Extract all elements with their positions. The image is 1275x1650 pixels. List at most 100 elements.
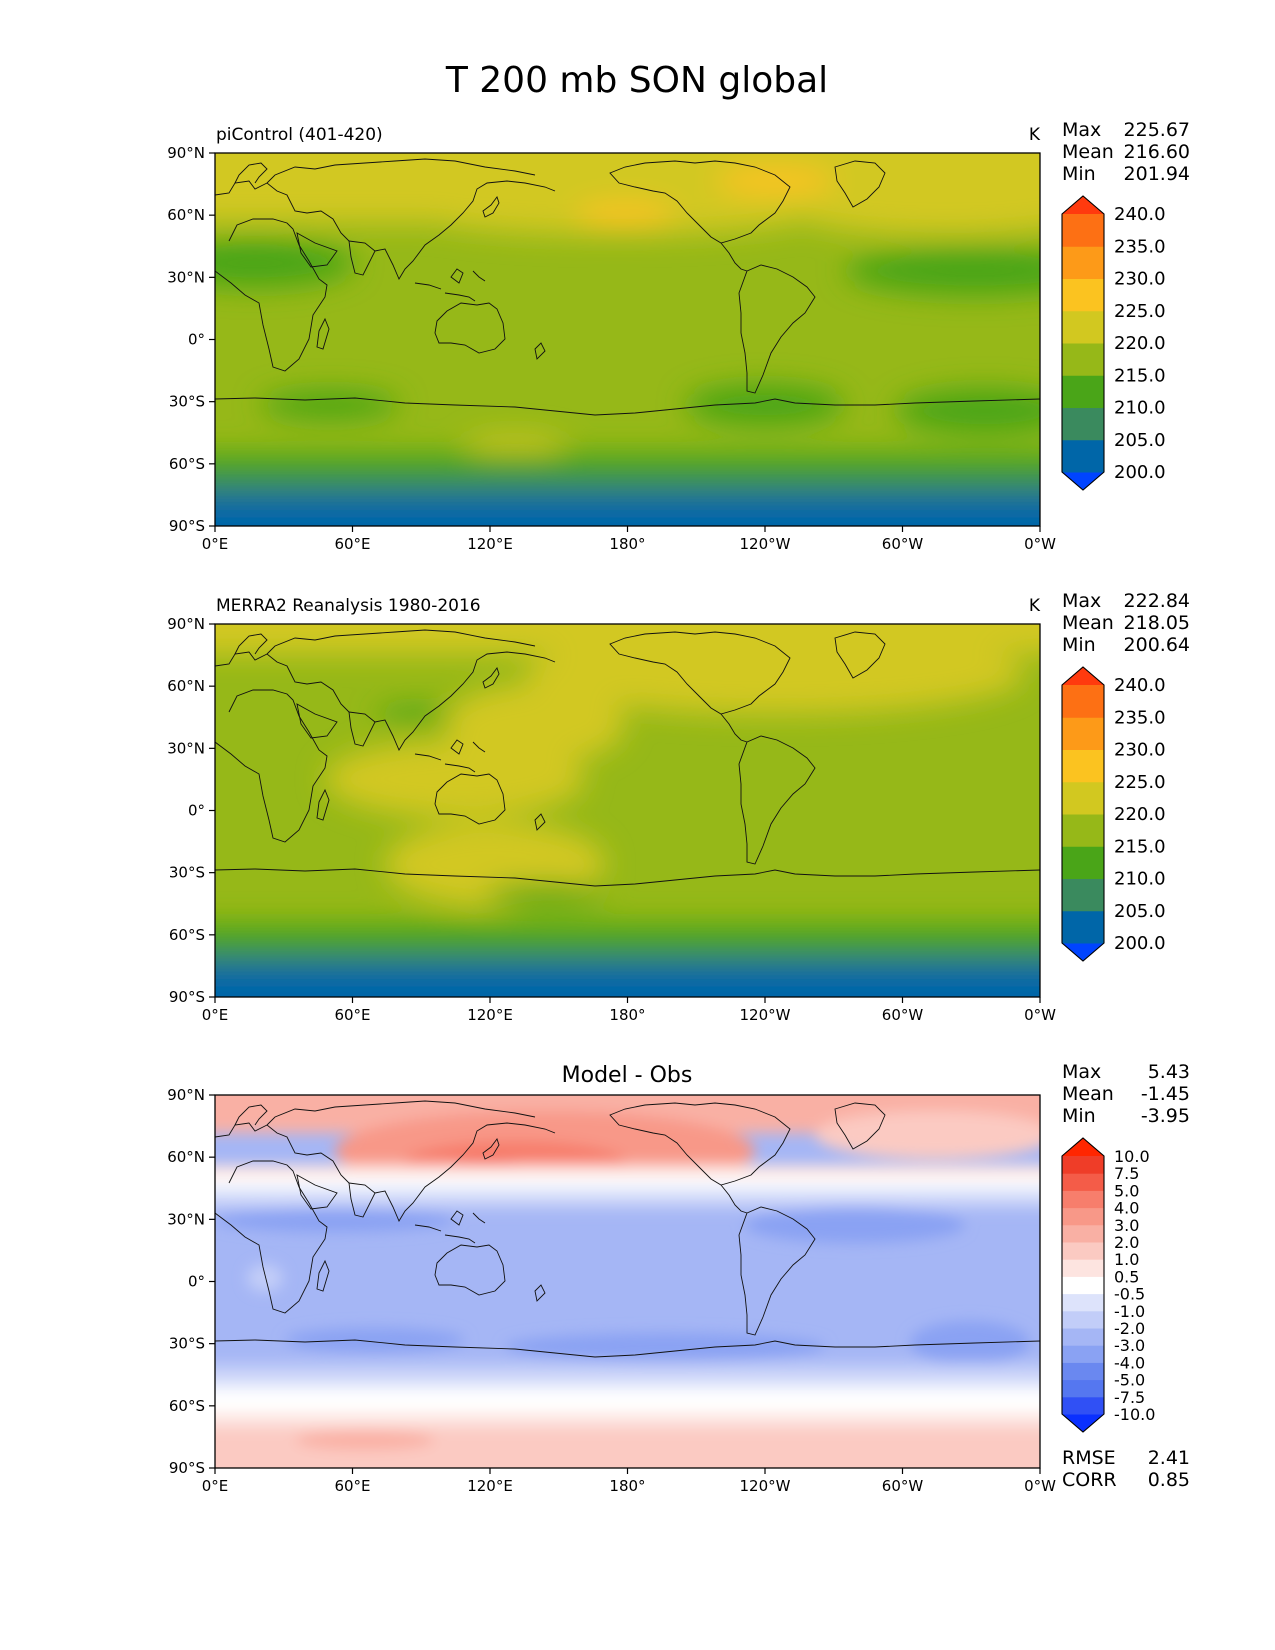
x-tick-label: 180° — [609, 1477, 645, 1495]
colorbar-swatch — [1062, 1345, 1104, 1363]
stat-label: Mean — [1062, 141, 1114, 163]
y-tick-label: 60°N — [167, 677, 205, 695]
colorbar-label: 2.0 — [1114, 1233, 1139, 1252]
x-tick-label: 60°W — [882, 535, 924, 553]
colorbar: 200.0 205.0 210.0 215.0 220.0 225.0 230.0 235.0… — [1061, 666, 1166, 962]
x-tick-label: 60°W — [882, 1477, 924, 1495]
y-tick-label: 0° — [188, 1273, 205, 1291]
stat-value: 201.94 — [1124, 163, 1190, 185]
colorbar-label: 235.0 — [1114, 707, 1166, 728]
x-tick-label: 180° — [609, 1006, 645, 1024]
colorbar-swatch — [1062, 1242, 1104, 1260]
stat-value: 5.43 — [1148, 1061, 1190, 1083]
colorbar-label: 0.5 — [1114, 1267, 1139, 1286]
y-tick-label: 90°S — [169, 988, 205, 1006]
x-tick-label: 120°W — [740, 1006, 791, 1024]
stat-label: Min — [1062, 1105, 1096, 1127]
colorbar-label: -1.0 — [1114, 1302, 1145, 1321]
colorbar-label: -3.0 — [1114, 1336, 1145, 1355]
panel-model: piControl (401-420) K — [167, 119, 1190, 553]
colorbar-label: 215.0 — [1114, 365, 1166, 386]
y-tick-label: 60°S — [169, 926, 205, 944]
panel-diff: Model - Obs — [167, 1061, 1190, 1495]
colorbar-swatch — [1062, 814, 1104, 847]
map-field — [215, 624, 1040, 997]
stat-label: CORR — [1062, 1469, 1117, 1491]
y-tick-label: 30°S — [169, 864, 205, 882]
x-tick-label: 180° — [609, 535, 645, 553]
colorbar-swatch — [1062, 1293, 1104, 1312]
colorbar-label: 215.0 — [1114, 836, 1166, 857]
stat-label: Max — [1062, 1061, 1101, 1083]
colorbar-extend-min — [1062, 1414, 1104, 1432]
stat-value: -3.95 — [1141, 1105, 1190, 1127]
colorbar-swatch — [1062, 717, 1104, 750]
colorbar-swatch — [1062, 1190, 1104, 1209]
colorbar-extend-min — [1062, 943, 1104, 961]
panel-center-title: Model - Obs — [562, 1063, 693, 1088]
stat-value: 216.60 — [1124, 141, 1190, 163]
colorbar-extend-max — [1062, 667, 1104, 685]
x-tick-label: 120°W — [740, 535, 791, 553]
colorbar-swatch — [1062, 1207, 1104, 1226]
y-tick-label: 30°S — [169, 393, 205, 411]
y-tick-label: 90°N — [167, 1086, 205, 1104]
x-tick-label: 60°E — [334, 1477, 370, 1495]
colorbar-label: 205.0 — [1114, 901, 1166, 922]
colorbar-label: -4.0 — [1114, 1353, 1145, 1372]
colorbar-swatch — [1062, 781, 1104, 815]
stat-label: Min — [1062, 634, 1096, 656]
panel-obs: MERRA2 Reanalysis 1980-2016 K — [167, 590, 1190, 1024]
colorbar-swatch — [1062, 1396, 1104, 1415]
colorbar-outline — [1061, 195, 1105, 491]
x-tick-label: 0°E — [202, 1477, 229, 1495]
y-tick-label: 60°N — [167, 206, 205, 224]
colorbar-label: 7.5 — [1114, 1164, 1139, 1183]
colorbar-swatch — [1062, 910, 1104, 944]
panel-unit: K — [1029, 125, 1041, 145]
x-tick-label: 0°W — [1024, 535, 1056, 553]
colorbar-swatch — [1062, 1173, 1104, 1191]
panel-unit: K — [1029, 596, 1041, 616]
colorbar-label: 3.0 — [1114, 1216, 1139, 1235]
x-tick-label: 120°E — [467, 1006, 513, 1024]
stat-label: Mean — [1062, 1083, 1114, 1105]
colorbar-outline — [1061, 1137, 1105, 1433]
colorbar-label: -0.5 — [1114, 1285, 1145, 1304]
colorbar-swatch — [1062, 1362, 1104, 1381]
colorbar-label: 225.0 — [1114, 301, 1166, 322]
panel-left-title: MERRA2 Reanalysis 1980-2016 — [216, 596, 481, 616]
x-tick-label: 0°E — [202, 1006, 229, 1024]
stat-label: Max — [1062, 119, 1101, 141]
y-tick-label: 90°N — [167, 615, 205, 633]
y-tick-label: 30°S — [169, 1335, 205, 1353]
x-tick-label: 60°W — [882, 1006, 924, 1024]
colorbar-label: 10.0 — [1114, 1147, 1150, 1166]
stats-block: Max 222.84 Mean 218.05 Min 200.64 — [1062, 590, 1190, 656]
stat-value: 225.67 — [1124, 119, 1190, 141]
figure-title: T 200 mb SON global — [445, 60, 828, 101]
colorbar-swatch — [1062, 749, 1104, 783]
colorbar-label: 225.0 — [1114, 772, 1166, 793]
colorbar-label: -10.0 — [1114, 1405, 1155, 1424]
colorbar-label: 1.0 — [1114, 1250, 1139, 1269]
y-tick-label: 90°S — [169, 517, 205, 535]
colorbar-label: 220.0 — [1114, 804, 1166, 825]
stat-label: RMSE — [1062, 1447, 1116, 1469]
colorbar-swatch — [1062, 1379, 1104, 1398]
x-tick-label: 120°E — [467, 535, 513, 553]
x-tick-label: 120°W — [740, 1477, 791, 1495]
stat-value: 2.41 — [1148, 1447, 1190, 1469]
colorbar-swatch — [1062, 439, 1104, 473]
colorbar: 200.0 205.0 210.0 215.0 220.0 225.0 230.0 235.0… — [1061, 195, 1166, 491]
stat-value: 200.64 — [1124, 634, 1190, 656]
y-tick-label: 30°N — [167, 1210, 205, 1228]
colorbar-swatch — [1062, 1328, 1104, 1346]
stat-value: 222.84 — [1124, 590, 1190, 612]
map-field — [215, 1095, 1040, 1468]
stat-label: Max — [1062, 590, 1101, 612]
colorbar-swatch — [1062, 1224, 1104, 1243]
stat-label: Min — [1062, 163, 1096, 185]
colorbar-swatch — [1062, 878, 1104, 912]
